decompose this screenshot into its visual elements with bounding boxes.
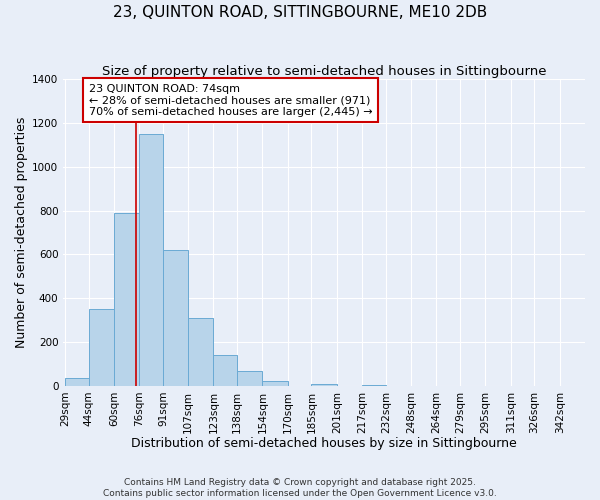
Bar xyxy=(139,134,163,386)
Bar xyxy=(65,378,89,386)
Y-axis label: Number of semi-detached properties: Number of semi-detached properties xyxy=(15,117,28,348)
Text: 23 QUINTON ROAD: 74sqm
← 28% of semi-detached houses are smaller (971)
70% of se: 23 QUINTON ROAD: 74sqm ← 28% of semi-det… xyxy=(89,84,372,116)
Bar xyxy=(114,213,139,386)
Text: Contains HM Land Registry data © Crown copyright and database right 2025.
Contai: Contains HM Land Registry data © Crown c… xyxy=(103,478,497,498)
Bar xyxy=(362,385,386,386)
X-axis label: Distribution of semi-detached houses by size in Sittingbourne: Distribution of semi-detached houses by … xyxy=(131,437,517,450)
Title: Size of property relative to semi-detached houses in Sittingbourne: Size of property relative to semi-detach… xyxy=(102,65,547,78)
Bar xyxy=(214,355,237,386)
Bar xyxy=(188,318,214,386)
Bar xyxy=(89,309,114,386)
Bar xyxy=(262,382,288,386)
Bar xyxy=(311,384,337,386)
Bar xyxy=(163,250,188,386)
Text: 23, QUINTON ROAD, SITTINGBOURNE, ME10 2DB: 23, QUINTON ROAD, SITTINGBOURNE, ME10 2D… xyxy=(113,5,487,20)
Bar xyxy=(237,370,262,386)
